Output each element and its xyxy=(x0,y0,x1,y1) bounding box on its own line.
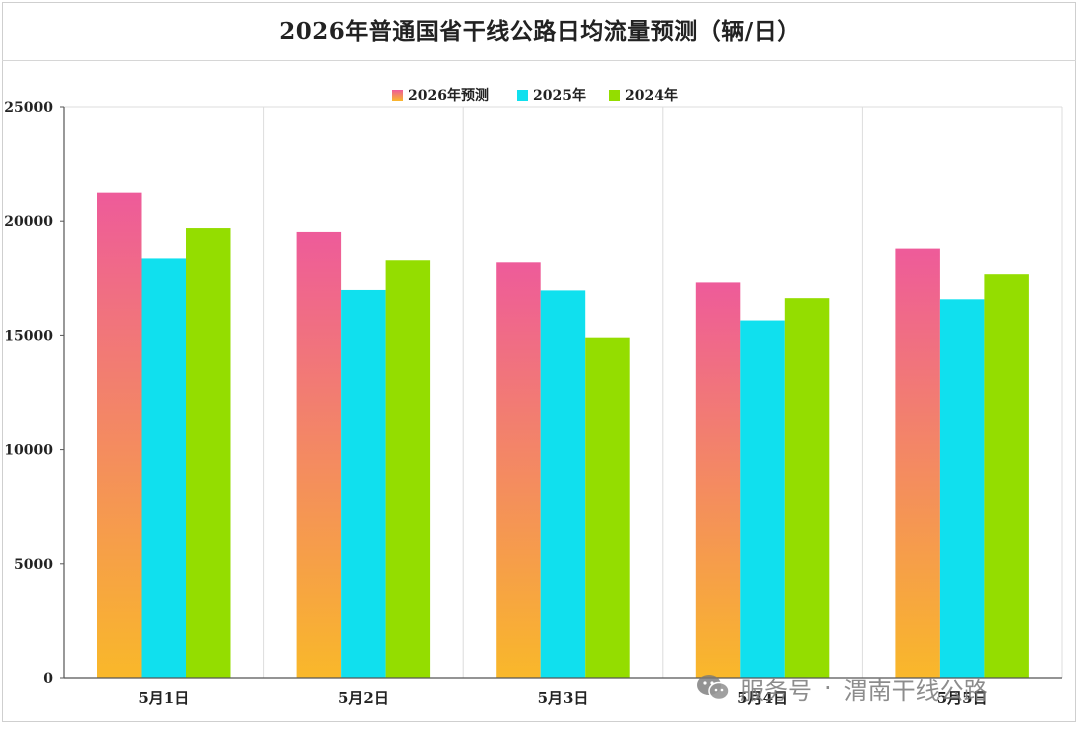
bar xyxy=(585,337,630,678)
x-tick-label: 5月5日 xyxy=(937,689,988,707)
bar xyxy=(341,289,386,678)
bar xyxy=(895,248,940,678)
y-tick-label: 0 xyxy=(43,671,53,687)
x-tick-label: 5月1日 xyxy=(138,689,189,707)
title-divider xyxy=(2,60,1076,61)
bar xyxy=(186,228,231,678)
legend-label: 2026年预测 xyxy=(408,87,489,104)
wechat-icon xyxy=(696,673,730,703)
bar xyxy=(141,258,186,678)
watermark: 服务号 · 渭南干线公路 xyxy=(696,668,988,708)
watermark-account: 渭南干线公路 xyxy=(843,676,988,705)
bar xyxy=(540,290,586,678)
chart-title: 2026年普通国省干线公路日均流量预测（辆/日） xyxy=(279,18,801,45)
x-tick-label: 5月2日 xyxy=(338,689,389,707)
legend-swatch xyxy=(609,90,620,101)
chart-frame xyxy=(2,2,1076,722)
legend-swatch xyxy=(392,90,403,101)
bar xyxy=(695,282,741,678)
x-tick-label: 5月4日 xyxy=(737,689,788,707)
watermark-separator: · xyxy=(824,674,832,702)
watermark-label: 服务号 xyxy=(740,676,812,705)
bar xyxy=(385,260,431,678)
y-tick-label: 15000 xyxy=(4,328,53,344)
legend-label: 2024年 xyxy=(625,87,678,104)
legend-swatch xyxy=(517,90,528,101)
bar xyxy=(97,192,142,678)
bar xyxy=(296,231,342,678)
bar xyxy=(740,320,785,678)
x-tick-label: 5月3日 xyxy=(538,689,589,707)
y-tick-label: 20000 xyxy=(4,214,53,230)
bar xyxy=(939,299,985,678)
y-tick-label: 10000 xyxy=(4,443,53,459)
y-tick-label: 5000 xyxy=(14,557,53,573)
bar xyxy=(984,274,1029,678)
bar xyxy=(496,262,541,678)
bar xyxy=(784,298,830,678)
legend-label: 2025年 xyxy=(533,87,586,104)
y-tick-label: 25000 xyxy=(4,100,53,116)
